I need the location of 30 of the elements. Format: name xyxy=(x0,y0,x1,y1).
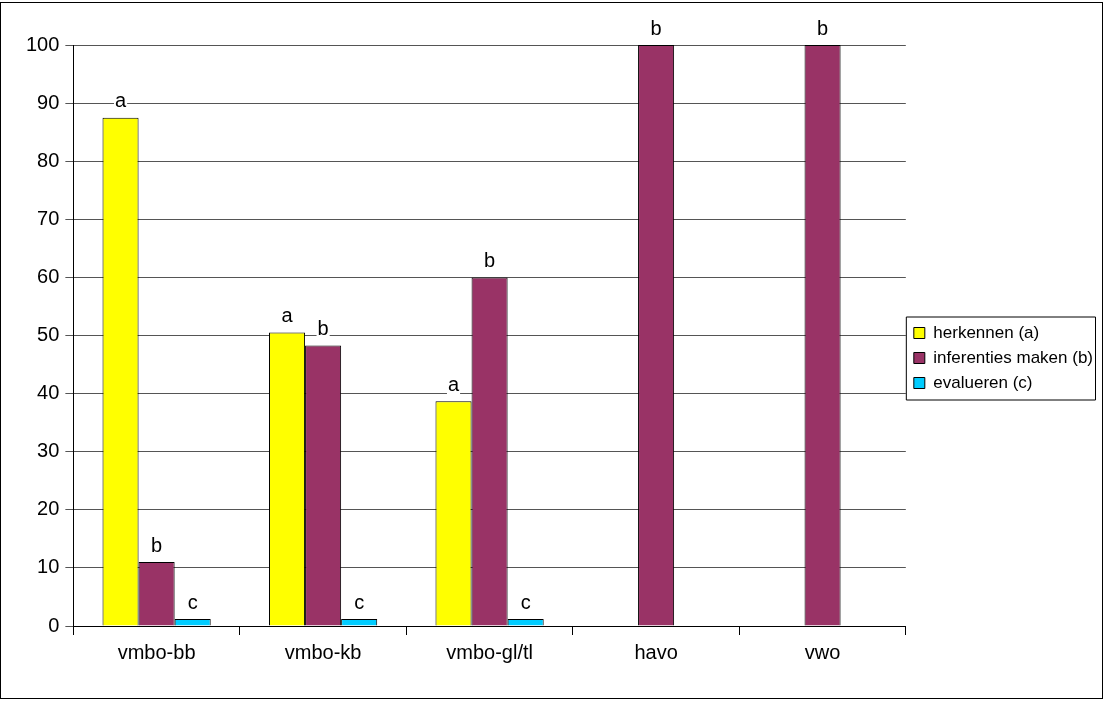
y-tick-label: 0 xyxy=(48,613,60,636)
data-label: b xyxy=(484,248,496,271)
y-tick-label: 70 xyxy=(37,206,60,229)
x-tick-label: havo xyxy=(634,640,678,663)
y-tick-label: 20 xyxy=(37,497,60,520)
legend-label: herkennen (a) xyxy=(933,322,1040,342)
data-label: b xyxy=(650,16,662,39)
y-tick-label: 30 xyxy=(37,439,60,462)
y-tick-label: 10 xyxy=(37,555,60,578)
data-label: b xyxy=(151,533,163,556)
y-tick-label: 60 xyxy=(37,264,60,287)
data-label: c xyxy=(354,590,365,613)
data-label: a xyxy=(114,89,127,112)
x-tick-label: vwo xyxy=(804,640,841,663)
x-tick-label: vmbo-bb xyxy=(117,640,196,663)
data-label: a xyxy=(447,372,460,395)
data-label: c xyxy=(520,590,531,613)
data-label: c xyxy=(187,590,198,613)
y-tick-label: 50 xyxy=(37,323,60,346)
data-label: b xyxy=(317,316,329,339)
data-label: a xyxy=(281,304,294,327)
x-tick-label: vmbo-kb xyxy=(284,640,362,663)
y-tick-label: 40 xyxy=(37,381,60,404)
legend-label: inferenties maken (b) xyxy=(933,347,1094,367)
data-label: b xyxy=(817,16,829,39)
x-tick-label: vmbo-gl/tl xyxy=(446,640,533,663)
y-tick-label: 100 xyxy=(25,32,60,55)
legend-label: evalueren (c) xyxy=(933,372,1033,392)
y-tick-label: 90 xyxy=(37,90,60,113)
y-tick-label: 80 xyxy=(37,148,60,171)
